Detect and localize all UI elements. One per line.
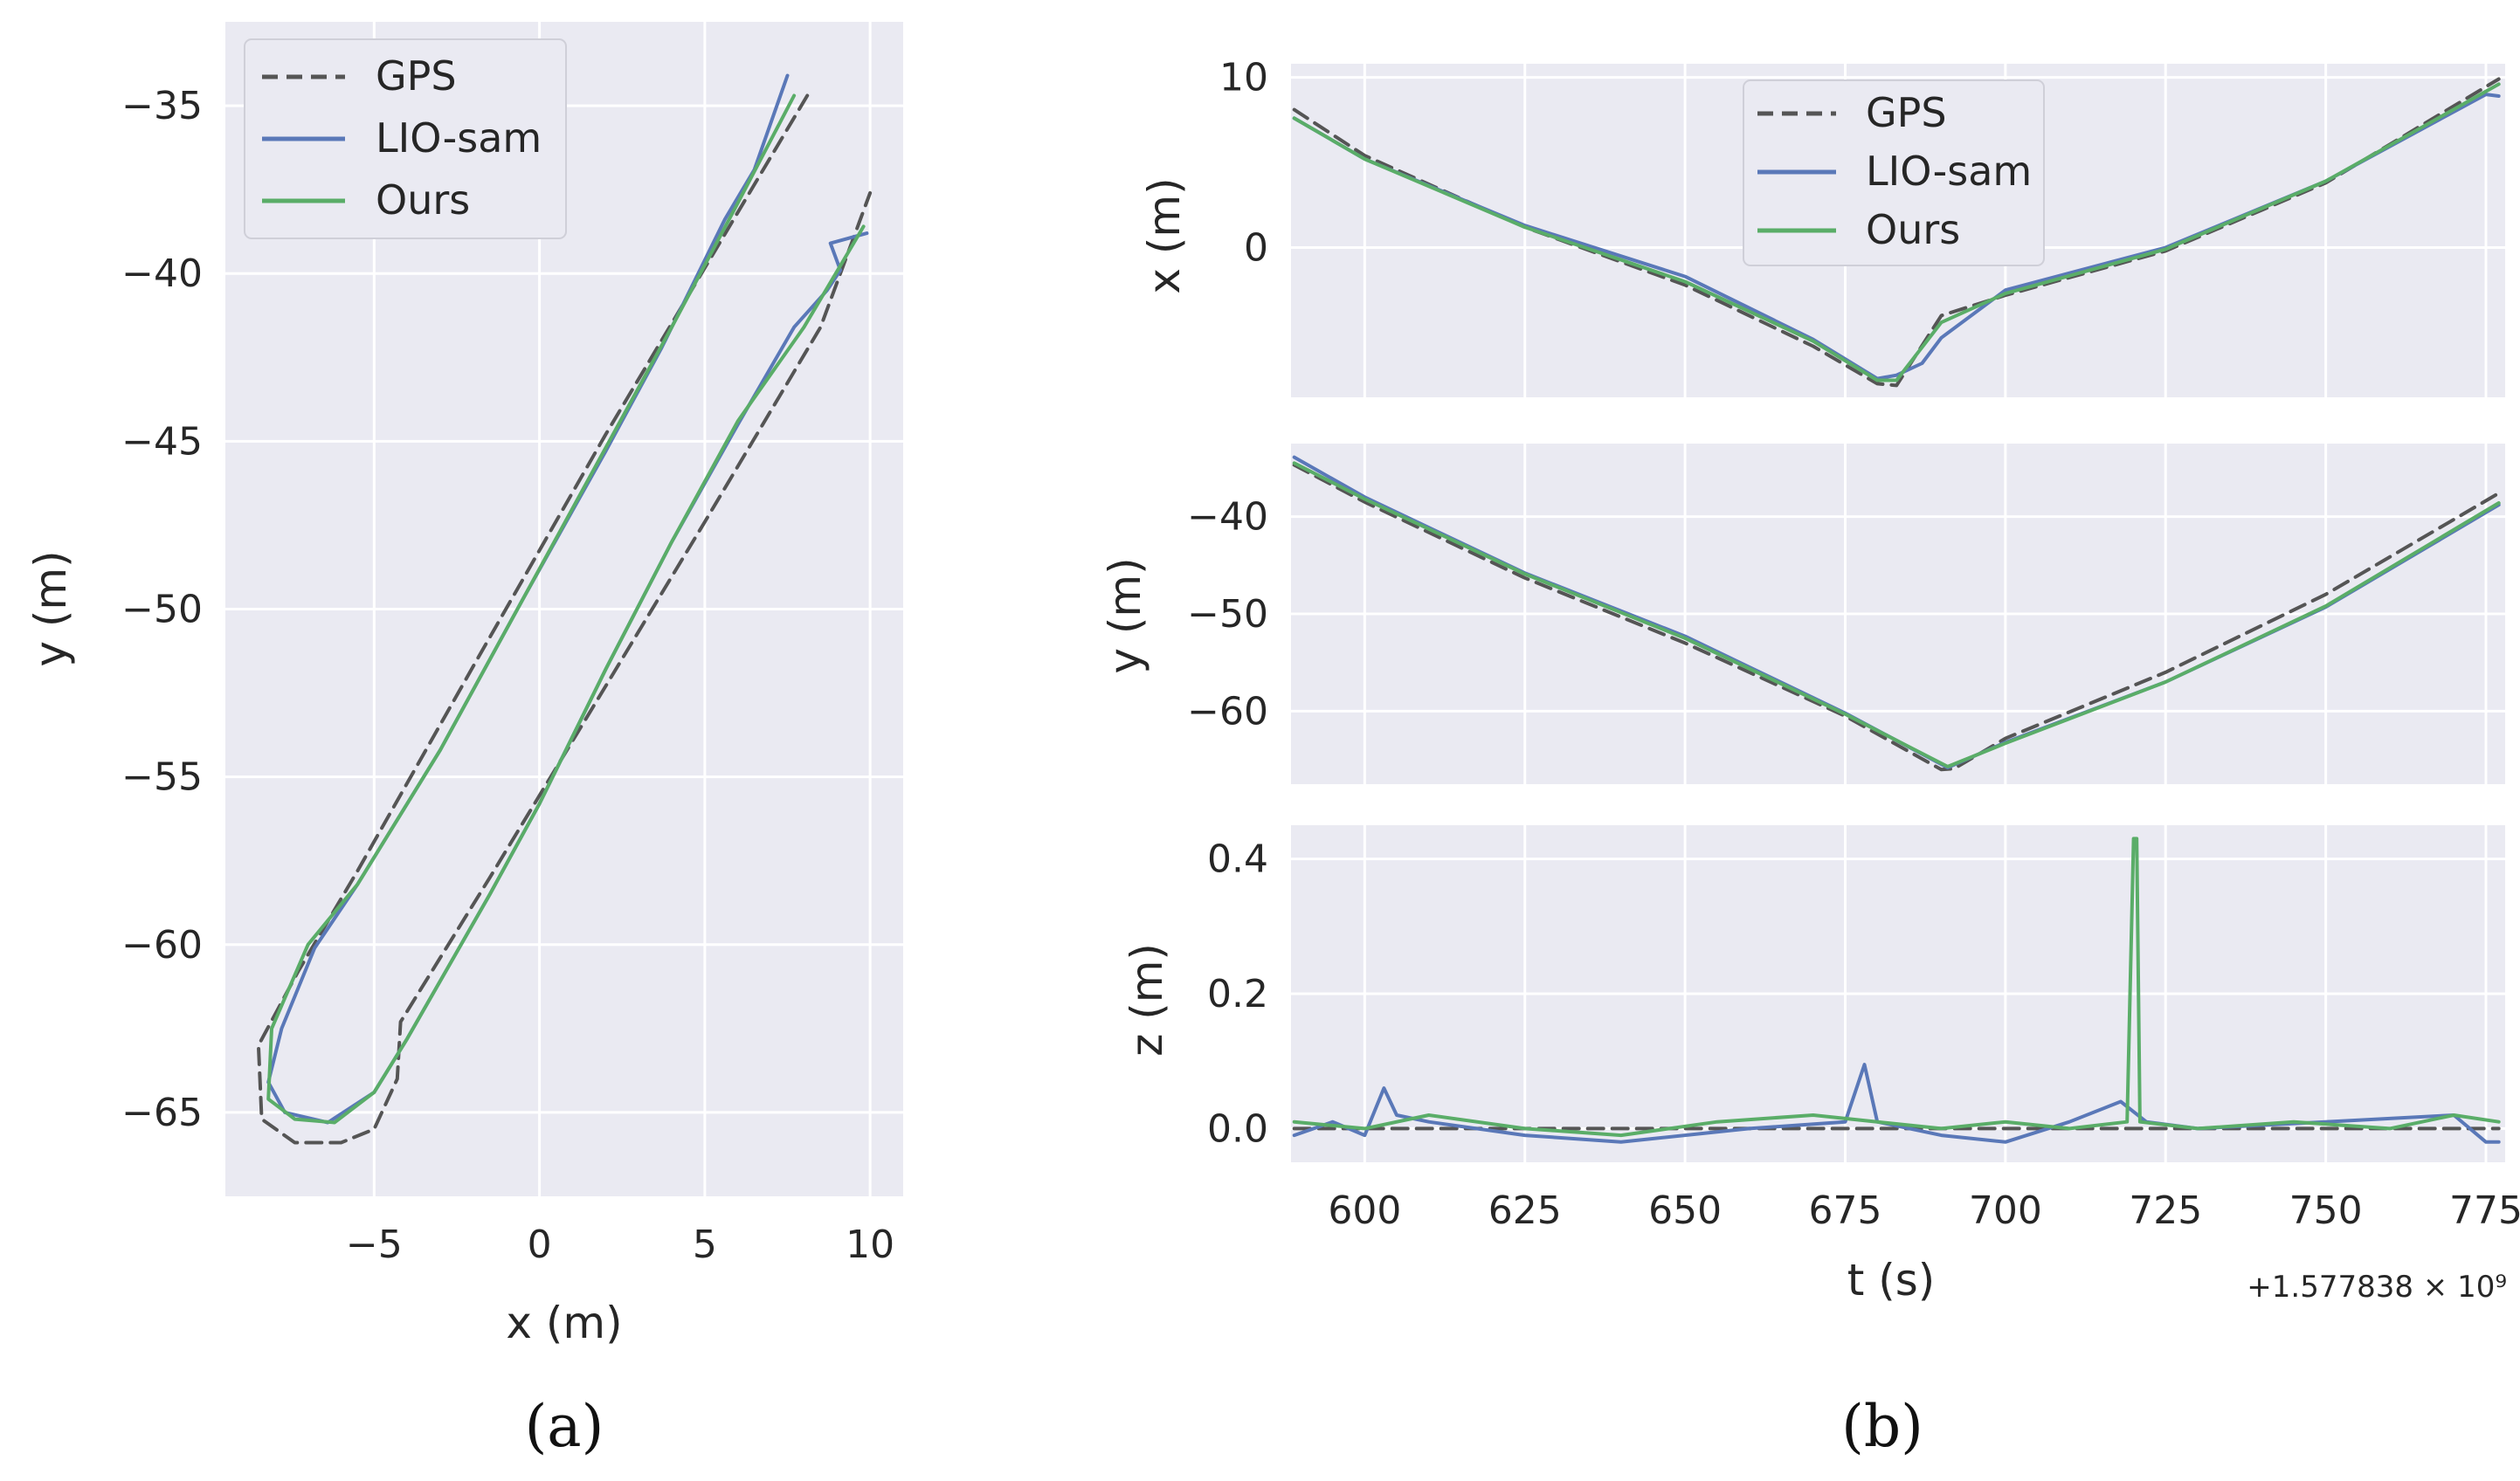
- ytick-label-b3-1: 0.2: [1207, 972, 1268, 1016]
- panel-a-xlabel: x (m): [506, 1298, 622, 1348]
- series-gps-a: [256, 93, 873, 1145]
- panel-b-y-gridlines: [1291, 444, 2505, 784]
- panel-b-y-series: [1292, 455, 2501, 772]
- panel-a: −5 0 5 10−35−40−45−50−55−60−65 x (m) y (m) …: [25, 22, 903, 1348]
- panel-a-series: [256, 73, 873, 1145]
- xtick-label-a-1: 0: [528, 1223, 552, 1267]
- xtick-label-b3-3: 675: [1808, 1188, 1881, 1233]
- xtick-label-b3-6: 750: [2289, 1188, 2363, 1233]
- panel-a-gridlines: [225, 22, 903, 1196]
- series-ours-b1: [1292, 82, 2501, 382]
- panel-b-x: 10 0 x (m) GPS LIO-sam Ours: [1139, 56, 2505, 397]
- caption-b: (b): [1841, 1393, 1923, 1460]
- panel-a-legend: GPS LIO-sam Ours: [244, 38, 567, 239]
- xtick-label-b3-4: 700: [1969, 1188, 2042, 1233]
- panel-a-ylabel: y (m): [25, 550, 76, 666]
- panel-b-x-ylabel: x (m): [1139, 177, 1190, 293]
- legend-gps-label: GPS: [376, 52, 457, 100]
- series-gps-b2: [1292, 463, 2501, 772]
- panel-a-tick-labels: −5 0 5 10−35−40−45−50−55−60−65: [121, 84, 894, 1267]
- panel-b-x-series: [1292, 77, 2501, 388]
- panel-b-y: −40 −50 −60 y (m): [1100, 444, 2505, 784]
- ytick-label-b3-0: 0.4: [1207, 837, 1268, 882]
- panel-b-z-ylabel: z (m): [1122, 943, 1172, 1057]
- series-ours-a: [266, 93, 866, 1125]
- panel-b-z-tick-labels: 600 625 650 675 700 725 750 775 0.4 0.2 0.0: [1207, 837, 2520, 1233]
- panel-b-y-tick-labels: −40 −50 −60: [1187, 495, 1268, 734]
- ytick-label-b2-0: −40: [1187, 495, 1268, 540]
- xtick-label-b3-2: 650: [1648, 1188, 1722, 1233]
- xtick-label-a-0: −5: [346, 1223, 403, 1267]
- panel-b-y-ylabel: y (m): [1100, 557, 1150, 673]
- ytick-label-b2-2: −60: [1187, 689, 1268, 734]
- ytick-label-b1-0: 10: [1219, 56, 1268, 100]
- legend-ours-label: Ours: [376, 176, 470, 224]
- ytick-label-b3-2: 0.0: [1207, 1106, 1268, 1151]
- panel-b-legend-box: [1743, 79, 2045, 266]
- xtick-label-a-2: 5: [693, 1223, 717, 1267]
- xtick-label-a-3: 10: [846, 1223, 894, 1267]
- ytick-label-a-1: −40: [121, 251, 203, 296]
- legend-b-gps-label: GPS: [1866, 89, 1947, 136]
- ytick-label-a-3: −50: [121, 588, 203, 632]
- legend-lio-label: LIO-sam: [376, 114, 542, 162]
- caption-a: (a): [525, 1393, 604, 1460]
- panel-b-legend: GPS LIO-sam Ours: [1743, 79, 2045, 266]
- xtick-label-b3-1: 625: [1488, 1188, 1562, 1233]
- ytick-label-a-4: −55: [121, 755, 203, 800]
- panel-b-x-gridlines: [1291, 64, 2505, 397]
- ytick-label-a-0: −35: [121, 84, 203, 128]
- panel-b-x-offset: +1.577838 × 10⁹: [2247, 1270, 2507, 1305]
- xtick-label-b3-0: 600: [1328, 1188, 1401, 1233]
- xtick-label-b3-5: 725: [2129, 1188, 2202, 1233]
- ytick-label-b2-1: −50: [1187, 592, 1268, 637]
- ytick-label-a-6: −65: [121, 1091, 203, 1135]
- series-ours-b3: [1292, 837, 2501, 1138]
- panel-a-legend-box: [244, 38, 567, 239]
- legend-b-lio-label: LIO-sam: [1866, 148, 2032, 195]
- panel-b-x-tick-labels: 10 0: [1219, 56, 1268, 271]
- ytick-label-a-5: −60: [121, 923, 203, 968]
- xtick-label-b3-7: 775: [2449, 1188, 2520, 1233]
- legend-b-ours-label: Ours: [1866, 206, 1960, 253]
- ytick-label-b1-1: 0: [1244, 225, 1268, 270]
- series-ours-b2: [1292, 461, 2501, 768]
- panel-b-z-series: [1292, 837, 2501, 1144]
- panel-b-xlabel: t (s): [1847, 1255, 1936, 1305]
- ytick-label-a-2: −45: [121, 419, 203, 464]
